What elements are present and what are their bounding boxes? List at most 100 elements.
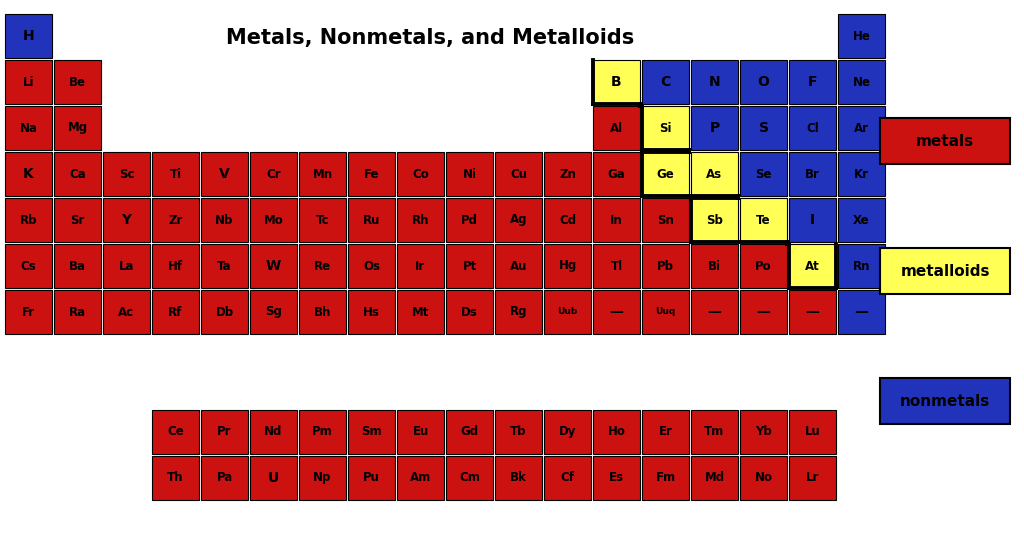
Bar: [446, 290, 493, 334]
Bar: [642, 60, 689, 104]
Bar: [152, 152, 199, 196]
Text: Ag: Ag: [510, 214, 527, 227]
Bar: [5, 152, 52, 196]
Bar: [740, 455, 787, 499]
Bar: [348, 152, 395, 196]
Text: Au: Au: [510, 259, 527, 272]
Bar: [446, 244, 493, 288]
Text: Tm: Tm: [705, 425, 725, 438]
Bar: [495, 410, 542, 454]
Text: Ce: Ce: [167, 425, 184, 438]
Text: Mg: Mg: [68, 122, 88, 134]
Bar: [642, 244, 689, 288]
Text: Ne: Ne: [853, 75, 870, 89]
Bar: [838, 60, 885, 104]
Text: Cf: Cf: [560, 471, 574, 484]
Bar: [740, 244, 787, 288]
Text: Tl: Tl: [610, 259, 623, 272]
Text: Sn: Sn: [657, 214, 674, 227]
Text: Lr: Lr: [806, 471, 819, 484]
Text: F: F: [808, 75, 817, 89]
Bar: [642, 455, 689, 499]
Text: I: I: [810, 213, 815, 227]
Text: Os: Os: [362, 259, 380, 272]
Bar: [838, 198, 885, 242]
Bar: [740, 198, 787, 242]
Bar: [593, 244, 640, 288]
Bar: [642, 152, 689, 196]
Bar: [642, 410, 689, 454]
Bar: [201, 455, 248, 499]
Text: Nb: Nb: [215, 214, 233, 227]
Bar: [397, 410, 444, 454]
Bar: [397, 198, 444, 242]
Bar: [880, 248, 1010, 294]
Bar: [5, 198, 52, 242]
Bar: [740, 60, 787, 104]
Text: Ru: Ru: [362, 214, 380, 227]
Bar: [299, 198, 346, 242]
Bar: [691, 198, 738, 242]
Bar: [299, 290, 346, 334]
Bar: [691, 152, 738, 196]
Bar: [5, 60, 52, 104]
Text: Sr: Sr: [71, 214, 85, 227]
Bar: [740, 152, 787, 196]
Bar: [5, 290, 52, 334]
Text: Cu: Cu: [510, 167, 527, 180]
Bar: [691, 455, 738, 499]
Text: —: —: [855, 305, 868, 319]
Bar: [54, 152, 101, 196]
Bar: [103, 290, 150, 334]
Bar: [593, 198, 640, 242]
Bar: [54, 244, 101, 288]
Bar: [348, 290, 395, 334]
Bar: [152, 198, 199, 242]
Text: N: N: [709, 75, 720, 89]
Bar: [103, 152, 150, 196]
Text: Ra: Ra: [69, 305, 86, 319]
Text: Rf: Rf: [168, 305, 182, 319]
Text: Np: Np: [313, 471, 332, 484]
Bar: [740, 106, 787, 150]
Bar: [838, 244, 885, 288]
Text: K: K: [24, 167, 34, 181]
Bar: [544, 152, 591, 196]
Text: Fe: Fe: [364, 167, 379, 180]
Bar: [5, 106, 52, 150]
Bar: [348, 198, 395, 242]
Bar: [54, 60, 101, 104]
Text: Pa: Pa: [216, 471, 232, 484]
Bar: [54, 106, 101, 150]
Text: Fr: Fr: [22, 305, 35, 319]
Text: Eu: Eu: [413, 425, 429, 438]
Text: U: U: [268, 470, 280, 484]
Bar: [250, 152, 297, 196]
Text: Rn: Rn: [853, 259, 870, 272]
Bar: [790, 60, 836, 104]
Bar: [397, 290, 444, 334]
Text: Hf: Hf: [168, 259, 183, 272]
Bar: [201, 410, 248, 454]
Bar: [299, 152, 346, 196]
Bar: [495, 152, 542, 196]
Bar: [790, 198, 836, 242]
Text: Rh: Rh: [412, 214, 429, 227]
Bar: [152, 244, 199, 288]
Text: Pt: Pt: [463, 259, 476, 272]
Text: Kr: Kr: [854, 167, 869, 180]
Text: Mo: Mo: [263, 214, 284, 227]
Bar: [446, 455, 493, 499]
Bar: [691, 60, 738, 104]
Bar: [250, 244, 297, 288]
Text: Bh: Bh: [313, 305, 331, 319]
Bar: [838, 152, 885, 196]
Bar: [5, 14, 52, 58]
Text: S: S: [759, 121, 768, 135]
Text: La: La: [119, 259, 134, 272]
Text: Metals, Nonmetals, and Metalloids: Metals, Nonmetals, and Metalloids: [226, 28, 634, 48]
Text: —: —: [708, 305, 722, 319]
Text: Pm: Pm: [312, 425, 333, 438]
Bar: [152, 455, 199, 499]
Text: Mt: Mt: [412, 305, 429, 319]
